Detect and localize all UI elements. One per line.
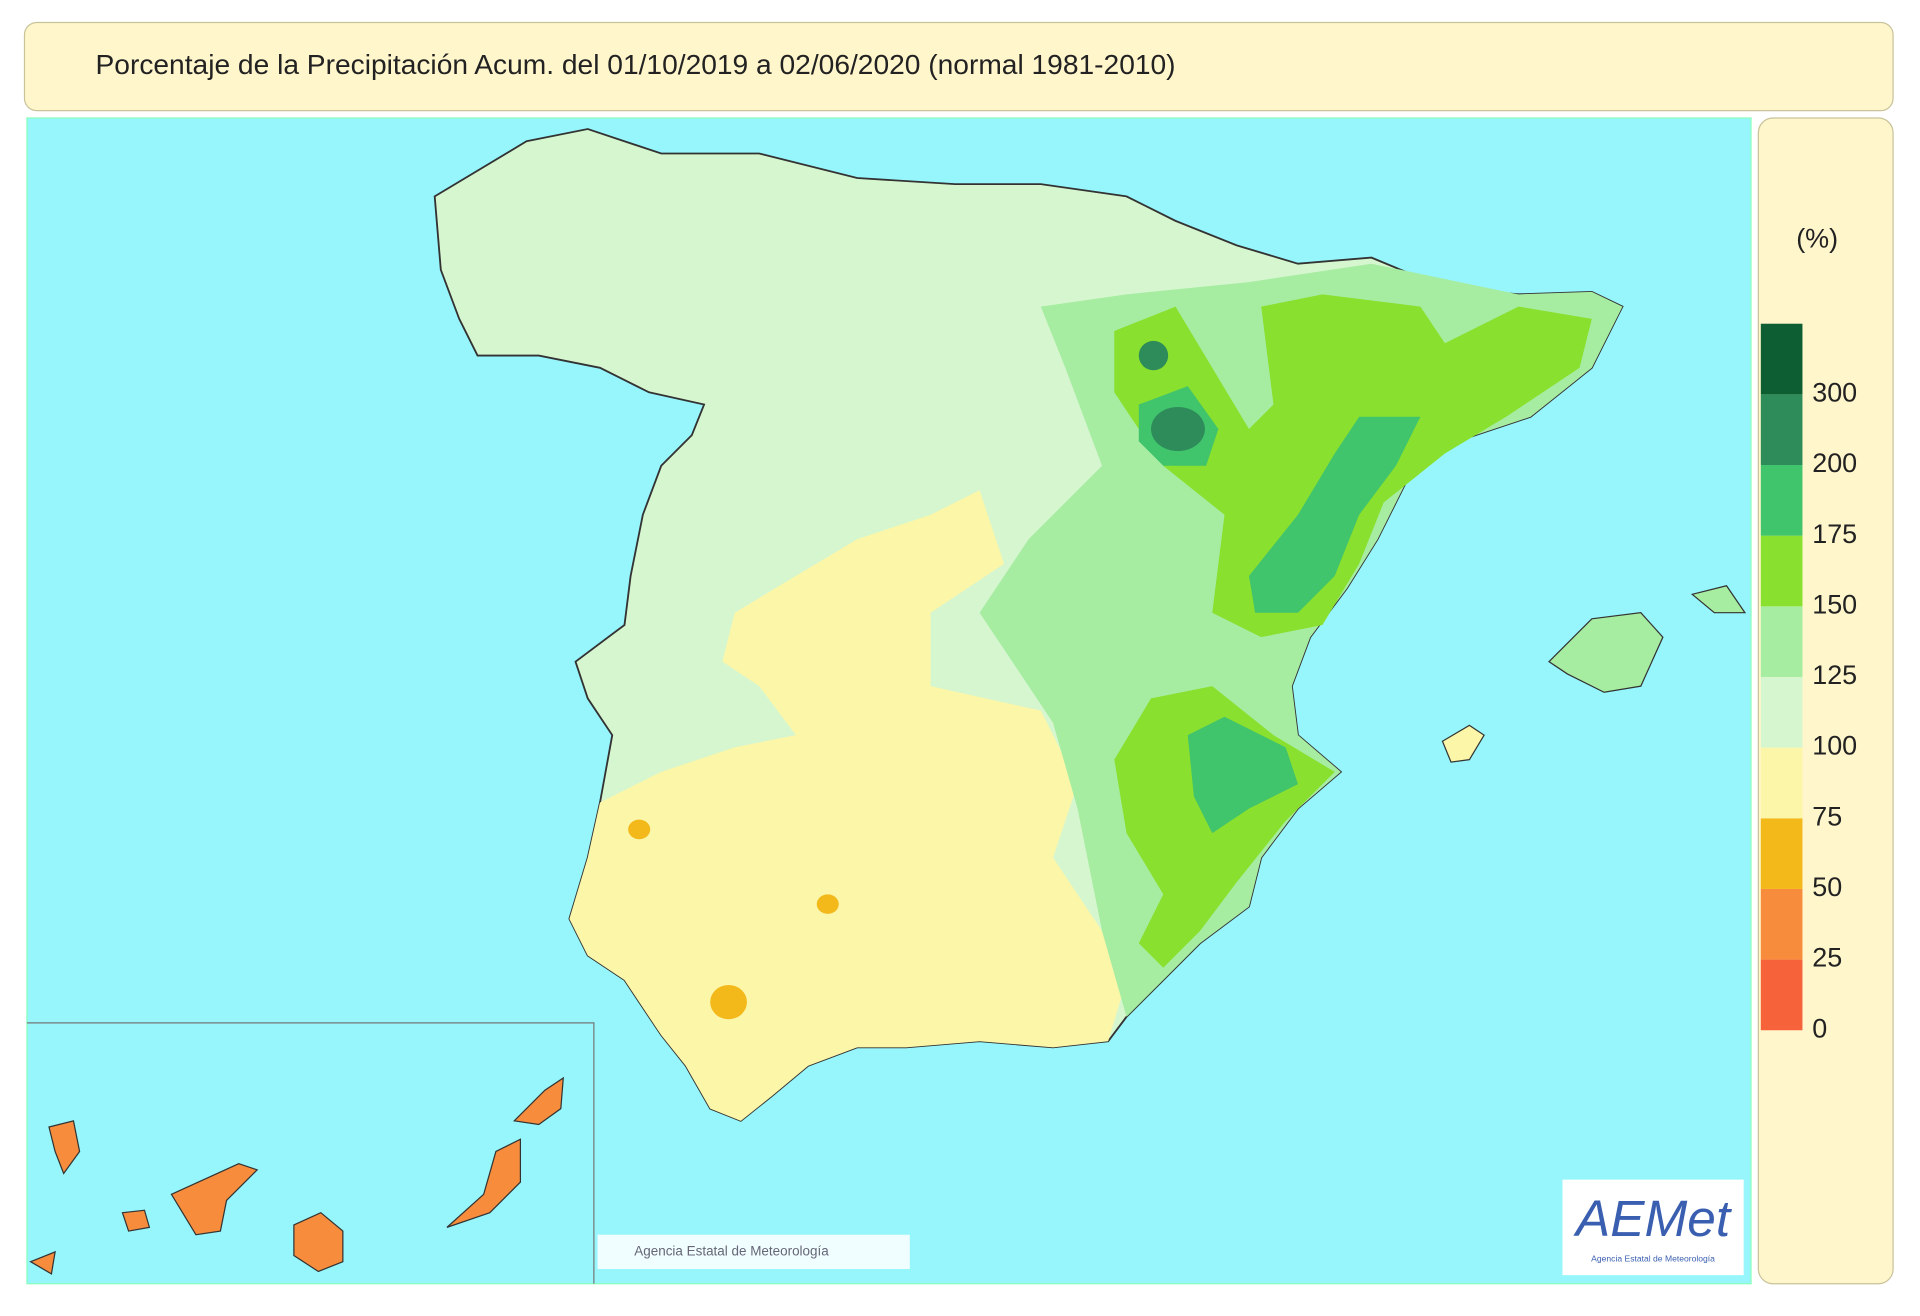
title: Porcentaje de la Precipitación Acum. del…	[96, 49, 1176, 80]
balearic-mallorca	[1548, 612, 1664, 693]
legend-swatch	[1760, 323, 1803, 395]
legend-label: 175	[1812, 519, 1857, 549]
dark-core	[1151, 406, 1205, 452]
legend-label: 50	[1812, 872, 1842, 902]
legend: 0 25 50 75 100 125 150 175 200 300	[1760, 323, 1857, 1043]
mainland	[433, 128, 1747, 1122]
canary-inset	[26, 1022, 595, 1284]
legend-swatch	[1760, 959, 1803, 1031]
balearic-ibiza	[1441, 724, 1485, 763]
balearic-menorca	[1690, 585, 1747, 614]
dry-spot	[710, 984, 747, 1020]
logo-box	[1562, 1179, 1744, 1276]
inset-frame	[26, 1022, 595, 1284]
legend-label: 200	[1812, 448, 1857, 478]
legend-label: 25	[1812, 943, 1842, 973]
legend-swatch	[1760, 394, 1803, 466]
watermark: Agencia Estatal de Meteorología	[634, 1243, 829, 1258]
dry-spot	[816, 894, 839, 914]
legend-swatch	[1760, 535, 1803, 607]
legend-swatch	[1760, 888, 1803, 960]
canary-islands	[29, 1076, 564, 1275]
legend-swatch	[1760, 676, 1803, 748]
dry-zone	[569, 490, 1127, 1121]
logo: AEMet	[1573, 1189, 1733, 1247]
watermark-box	[597, 1234, 910, 1270]
green-core	[1138, 386, 1421, 834]
legend-label: 125	[1812, 660, 1857, 690]
dark-core	[1138, 340, 1169, 371]
legend-swatch	[1760, 465, 1803, 536]
legend-label: 300	[1812, 377, 1857, 407]
legend-label: 75	[1812, 801, 1842, 831]
legend-label: 150	[1812, 589, 1857, 619]
legend-unit: (%)	[1796, 224, 1838, 254]
legend-swatch	[1760, 747, 1803, 819]
legend-swatch	[1760, 606, 1803, 677]
title-box	[23, 21, 1894, 112]
legend-label: 100	[1812, 731, 1857, 761]
legend-label: 0	[1812, 1013, 1827, 1043]
logo-caption: Agencia Estatal de Meteorología	[1591, 1253, 1715, 1263]
dry-spot	[628, 819, 651, 840]
legend-swatch	[1760, 818, 1803, 889]
